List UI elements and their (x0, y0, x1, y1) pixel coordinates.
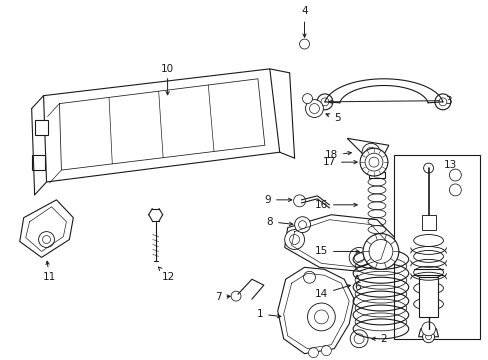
Polygon shape (35, 121, 47, 135)
Circle shape (448, 169, 460, 181)
Circle shape (289, 235, 299, 244)
Circle shape (321, 346, 331, 356)
Circle shape (368, 157, 378, 167)
Text: 6: 6 (353, 275, 360, 292)
Bar (393, 155, 479, 339)
Text: 12: 12 (158, 267, 175, 282)
Text: 15: 15 (314, 247, 359, 256)
Circle shape (305, 100, 323, 117)
Circle shape (348, 247, 368, 267)
Circle shape (320, 98, 328, 106)
Circle shape (422, 331, 434, 343)
Text: 14: 14 (314, 285, 350, 299)
Text: 2: 2 (371, 334, 386, 344)
Circle shape (380, 242, 396, 257)
Circle shape (293, 195, 305, 207)
Polygon shape (346, 138, 388, 168)
Circle shape (372, 164, 380, 172)
Circle shape (314, 310, 327, 324)
Text: 16: 16 (314, 200, 357, 210)
Polygon shape (421, 215, 435, 230)
Polygon shape (43, 69, 279, 182)
Circle shape (303, 271, 315, 283)
Circle shape (299, 39, 309, 49)
Text: 10: 10 (161, 64, 174, 74)
Text: 13: 13 (443, 160, 456, 170)
Circle shape (353, 334, 364, 344)
Text: 9: 9 (264, 195, 291, 205)
Text: 5: 5 (325, 113, 340, 123)
Polygon shape (418, 329, 438, 337)
Circle shape (42, 235, 50, 243)
Polygon shape (20, 200, 73, 257)
Circle shape (309, 104, 319, 113)
Circle shape (302, 94, 312, 104)
Circle shape (438, 98, 446, 106)
Text: 18: 18 (324, 150, 350, 160)
Circle shape (361, 143, 379, 161)
Circle shape (425, 334, 431, 340)
Text: 4: 4 (301, 6, 307, 16)
Text: 8: 8 (266, 217, 292, 227)
Circle shape (353, 252, 364, 262)
Circle shape (434, 94, 450, 110)
Circle shape (421, 322, 435, 336)
Circle shape (39, 231, 54, 247)
Polygon shape (368, 172, 384, 178)
Circle shape (366, 147, 375, 157)
Circle shape (284, 230, 304, 249)
Text: 17: 17 (322, 157, 357, 167)
Polygon shape (32, 155, 44, 170)
Circle shape (316, 94, 332, 110)
Circle shape (365, 153, 382, 171)
Text: 1: 1 (256, 309, 280, 319)
Circle shape (359, 148, 387, 176)
Circle shape (307, 303, 335, 331)
Polygon shape (284, 215, 396, 271)
Circle shape (349, 330, 367, 348)
Text: 7: 7 (214, 292, 230, 302)
Polygon shape (418, 277, 438, 317)
Circle shape (448, 184, 460, 196)
Text: 3: 3 (328, 96, 451, 105)
Circle shape (298, 221, 306, 229)
Circle shape (362, 234, 398, 269)
Polygon shape (277, 267, 353, 354)
Circle shape (423, 163, 433, 173)
Circle shape (231, 291, 241, 301)
Circle shape (294, 217, 310, 233)
Text: 11: 11 (43, 261, 56, 282)
Circle shape (368, 239, 392, 264)
Circle shape (308, 348, 318, 357)
